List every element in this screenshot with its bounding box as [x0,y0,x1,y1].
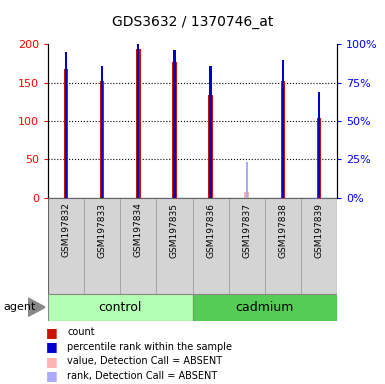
Text: rank, Detection Call = ABSENT: rank, Detection Call = ABSENT [67,371,218,381]
Text: control: control [99,301,142,314]
Bar [265,198,301,294]
Bar [48,198,84,294]
Bar [246,162,248,198]
Text: GSM197836: GSM197836 [206,203,215,258]
Text: percentile rank within the sample: percentile rank within the sample [67,342,233,352]
Text: GSM197837: GSM197837 [242,203,251,258]
Bar [136,49,141,198]
Text: ■: ■ [46,340,58,353]
Text: GSM197834: GSM197834 [134,203,143,257]
Text: GSM197839: GSM197839 [314,203,323,258]
Bar [64,69,69,198]
Bar [282,60,284,198]
Text: GSM197832: GSM197832 [62,203,71,257]
Text: agent: agent [4,302,36,312]
Bar [65,52,67,198]
Polygon shape [28,298,45,316]
Bar [209,66,212,198]
Bar [120,198,156,294]
Bar [192,198,229,294]
Bar [48,294,192,321]
Text: ■: ■ [46,326,58,339]
Bar [229,198,265,294]
Text: value, Detection Call = ABSENT: value, Detection Call = ABSENT [67,356,223,366]
Text: count: count [67,327,95,337]
Text: ■: ■ [46,355,58,368]
Text: GSM197835: GSM197835 [170,203,179,258]
Bar [137,43,139,198]
Bar [316,118,321,198]
Bar [281,81,285,198]
Bar [84,198,120,294]
Text: GDS3632 / 1370746_at: GDS3632 / 1370746_at [112,15,273,29]
Bar [172,62,177,198]
Bar [173,50,176,198]
Text: GSM197833: GSM197833 [98,203,107,258]
Bar [301,198,337,294]
Bar [192,294,337,321]
Bar [318,92,320,198]
Text: ■: ■ [46,369,58,382]
Bar [208,95,213,198]
Bar [100,81,104,198]
Bar [244,192,249,198]
Bar [156,198,192,294]
Text: cadmium: cadmium [236,301,294,314]
Bar [101,66,103,198]
Text: GSM197838: GSM197838 [278,203,287,258]
